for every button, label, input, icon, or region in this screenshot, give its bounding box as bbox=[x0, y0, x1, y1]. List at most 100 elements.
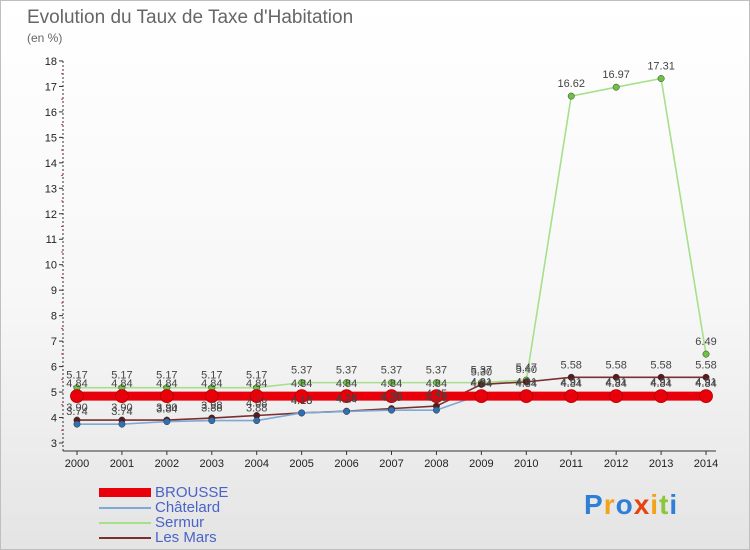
logo-letter: r bbox=[603, 489, 616, 520]
data-label: 5.37 bbox=[471, 365, 492, 377]
data-point bbox=[474, 389, 489, 404]
data-label: 4.91 bbox=[605, 376, 626, 388]
data-point bbox=[384, 389, 399, 404]
data-labels: 5.17 5.17 5.17 5.17 5.17 5.37 5.37 5.37 5.37 5.37… bbox=[66, 61, 716, 419]
logo-letter: P bbox=[584, 489, 604, 520]
y-tick-label: 16 bbox=[45, 107, 57, 119]
x-tick-label: 2002 bbox=[155, 458, 179, 470]
data-label: 4.84 bbox=[66, 378, 87, 390]
data-label: 3.74 bbox=[111, 406, 132, 418]
data-point bbox=[522, 378, 530, 386]
data-point bbox=[343, 407, 351, 415]
data-label: 5.17 bbox=[246, 370, 267, 382]
data-point bbox=[343, 379, 351, 387]
data-label: 5.37 bbox=[291, 365, 312, 377]
data-label: 5.58 bbox=[695, 359, 716, 371]
data-label: 4.84 bbox=[605, 378, 626, 390]
data-label: 4.29 bbox=[426, 392, 447, 404]
x-tick-label: 2007 bbox=[379, 458, 403, 470]
data-point bbox=[612, 373, 620, 381]
data-label: 4.91 bbox=[695, 376, 716, 388]
data-point bbox=[654, 389, 668, 404]
data-point bbox=[429, 389, 444, 404]
data-point bbox=[699, 389, 713, 404]
legend-label: Sermur bbox=[155, 514, 205, 531]
y-tick-label: 17 bbox=[45, 81, 57, 93]
x-tick-label: 2012 bbox=[604, 458, 628, 470]
x-tick-label: 2001 bbox=[110, 458, 134, 470]
legend-swatch bbox=[99, 506, 151, 509]
y-tick-label: 6 bbox=[51, 362, 57, 374]
data-label: 3.74 bbox=[66, 406, 87, 418]
data-point bbox=[612, 83, 620, 91]
chart-title: Evolution du Taux de Taxe d'Habitation bbox=[27, 7, 354, 28]
data-label: 3.98 bbox=[201, 400, 222, 412]
data-label: 5.17 bbox=[66, 370, 87, 382]
data-label: 5.40 bbox=[516, 364, 537, 376]
logo-letter: i bbox=[650, 489, 660, 520]
x-tick-label: 2005 bbox=[289, 458, 313, 470]
data-label: 4.84 bbox=[246, 378, 267, 390]
x-tick-label: 2004 bbox=[244, 458, 268, 470]
data-point bbox=[159, 389, 174, 404]
data-point bbox=[388, 379, 395, 387]
y-tick-label: 9 bbox=[51, 285, 57, 297]
x-tick-label: 2003 bbox=[200, 458, 224, 470]
data-point bbox=[564, 389, 579, 404]
data-label: 5.58 bbox=[605, 359, 626, 371]
data-label: 5.37 bbox=[426, 365, 447, 377]
data-label: 16.97 bbox=[602, 69, 630, 81]
y-tick-label: 7 bbox=[51, 336, 57, 348]
y-tick-label: 11 bbox=[46, 234, 57, 246]
data-point bbox=[432, 379, 440, 387]
proxiti-logo: Proxiti bbox=[584, 489, 678, 521]
data-label: 4.84 bbox=[650, 378, 671, 390]
y-tick-label: 4 bbox=[51, 413, 57, 425]
series-line-sermur bbox=[77, 77, 707, 389]
data-label: 5.17 bbox=[111, 370, 132, 382]
data-point bbox=[163, 418, 171, 426]
y-tick-label: 12 bbox=[45, 209, 57, 221]
data-label: 4.91 bbox=[650, 376, 671, 388]
y-tick-label: 8 bbox=[51, 311, 57, 323]
data-label: 4.91 bbox=[516, 376, 537, 388]
data-label: 3.90 bbox=[111, 402, 132, 414]
data-label: 4.84 bbox=[426, 378, 447, 390]
data-label: 5.58 bbox=[561, 359, 582, 371]
data-label: 4.91 bbox=[471, 376, 492, 388]
x-tick-label: 2014 bbox=[694, 458, 718, 470]
legend-item: Sermur bbox=[99, 515, 228, 530]
data-label: 5.47 bbox=[516, 362, 537, 374]
data-label: 4.84 bbox=[471, 378, 492, 390]
legend-swatch bbox=[99, 536, 151, 539]
data-point bbox=[432, 406, 440, 414]
legend-item: BROUSSE bbox=[99, 485, 228, 500]
data-label: 4.84 bbox=[201, 378, 222, 390]
data-label: 4.91 bbox=[561, 376, 582, 388]
data-label: 3.88 bbox=[246, 403, 267, 415]
data-point bbox=[567, 92, 575, 100]
x-tick-label: 2010 bbox=[514, 458, 538, 470]
x-tick-label: 2011 bbox=[559, 458, 583, 470]
data-label: 5.58 bbox=[650, 359, 671, 371]
data-label: 5.37 bbox=[336, 365, 357, 377]
legend-label: Châtelard bbox=[155, 499, 221, 516]
logo-letter: o bbox=[615, 489, 634, 520]
data-label: 5.17 bbox=[201, 370, 222, 382]
y-tick-label: 15 bbox=[45, 132, 57, 144]
y-tick-label: 3 bbox=[51, 438, 57, 450]
series-layer bbox=[70, 75, 713, 428]
data-point bbox=[339, 389, 354, 404]
logo-letter: t bbox=[659, 489, 670, 520]
y-tick-label: 13 bbox=[45, 183, 57, 195]
data-point bbox=[73, 420, 81, 428]
data-point bbox=[388, 406, 395, 414]
x-tick-label: 2013 bbox=[649, 458, 673, 470]
data-label: 4.29 bbox=[381, 392, 402, 404]
data-label: 5.37 bbox=[381, 365, 402, 377]
legend: BROUSSE Châtelard Sermur Les Mars bbox=[99, 485, 228, 545]
data-label: 3.90 bbox=[66, 402, 87, 414]
data-label: 4.84 bbox=[381, 378, 402, 390]
